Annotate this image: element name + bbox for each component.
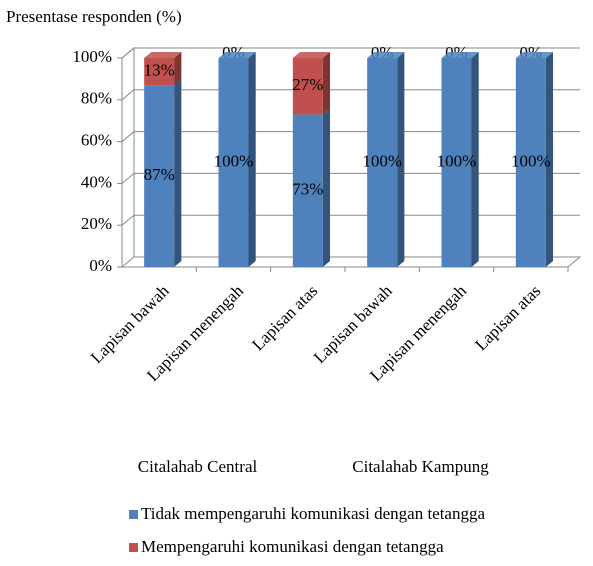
bar (292, 58, 323, 115)
bar-side (545, 52, 554, 267)
x-tick-label: Lapisan atas (248, 281, 321, 354)
bar-side (174, 52, 182, 86)
grid-line (121, 47, 580, 59)
bar (144, 58, 175, 86)
bar-top (515, 52, 554, 58)
y-axis-label: Presentase responden (%) (6, 7, 182, 26)
grid-line (121, 256, 580, 268)
data-label: 73% (292, 180, 323, 199)
grid-line (121, 131, 580, 142)
bar-top (441, 52, 479, 58)
data-label: 87% (144, 165, 175, 184)
y-tick-label: 100% (72, 47, 112, 66)
bar-side (471, 52, 479, 267)
data-label: 27% (292, 75, 323, 94)
data-label: 100% (214, 151, 254, 170)
bar-side (397, 52, 405, 267)
y-tick-label: 0% (89, 256, 112, 275)
bar (515, 58, 546, 267)
group-label: Citalahab Kampung (352, 457, 489, 476)
bar-top (218, 52, 256, 58)
bar (441, 58, 472, 267)
bar-top (292, 52, 331, 58)
bar-side (322, 52, 331, 115)
x-tick-label: Lapisan atas (471, 281, 544, 354)
y-tick-label: 20% (81, 214, 112, 233)
bar (218, 58, 249, 267)
data-label: 13% (144, 60, 175, 79)
bar-side (174, 79, 182, 267)
bar-top (144, 52, 182, 58)
bar-side (322, 108, 331, 268)
legend-label: Tidak mempengaruhi komunikasi dengan tet… (141, 504, 485, 523)
y-tick-label: 40% (81, 172, 112, 191)
bar (367, 58, 398, 267)
y-tick-label: 80% (81, 89, 112, 108)
data-label: 100% (437, 151, 477, 170)
y-tick-label: 60% (81, 131, 112, 150)
group-label: Citalahab Central (138, 457, 258, 476)
legend-swatch (129, 510, 138, 519)
bar-side (248, 52, 256, 267)
data-label: 100% (511, 151, 551, 170)
bar (292, 114, 323, 268)
bar (144, 85, 175, 267)
bar-top (367, 52, 405, 58)
legend-label: Mempengaruhi komunikasi dengan tetangga (141, 537, 444, 556)
data-label: 100% (362, 151, 402, 170)
grid-line (121, 172, 580, 184)
legend-swatch (129, 543, 138, 552)
grid-line (121, 214, 580, 226)
grid-line (121, 89, 580, 101)
